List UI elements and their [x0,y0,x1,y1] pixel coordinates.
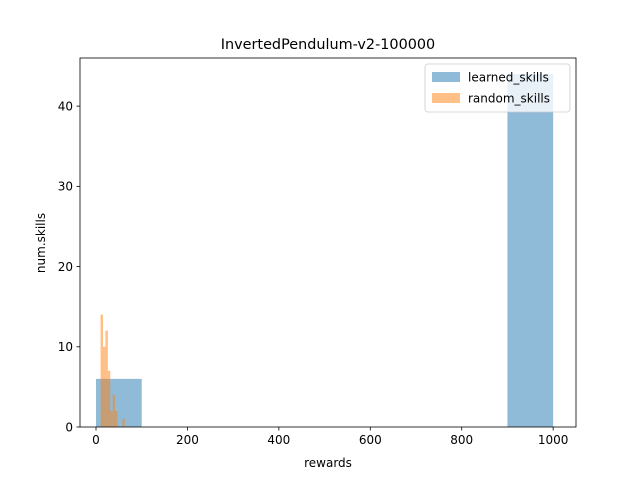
y-tick-label: 40 [58,99,73,113]
histogram-bar-random_skills-1 [102,346,106,427]
legend-label-learned_skills: learned_skills [468,71,549,85]
y-tick-label: 30 [58,180,73,194]
histogram-bar-random_skills-5 [112,394,116,427]
histogram-bar-learned_skills-1 [507,74,554,427]
y-tick-label: 20 [58,260,73,274]
x-tick-label: 600 [359,433,382,447]
legend-label-random_skills: random_skills [468,92,550,106]
y-tick-label: 10 [58,340,73,354]
legend: learned_skills random_skills [424,63,571,113]
x-tick-label: 800 [450,433,473,447]
histogram-bar-random_skills-3 [107,370,111,427]
chart-title: InvertedPendulum-v2-100000 [221,37,435,53]
axes-frame [79,57,577,428]
legend-swatch-random_skills [432,93,460,103]
legend-box [424,63,571,113]
x-tick-label: 200 [176,433,199,447]
x-axis-label: rewards [304,456,352,470]
y-axis-label: num.skills [34,213,48,273]
x-tick-label: 0 [92,433,100,447]
histogram-bar-random_skills-0 [100,314,103,427]
x-tick-label: 1000 [538,433,569,447]
x-tick-label: 400 [267,433,290,447]
histogram-bar-random_skills-9 [122,418,125,427]
y-tick-label: 0 [65,420,73,434]
axes: 0 200 400 600 800 1000 0 10 20 30 40 [58,57,577,447]
legend-swatch-learned_skills [432,72,460,82]
plot-area [96,74,554,427]
histogram-bar-random_skills-2 [105,330,108,427]
histogram-bar-random_skills-6 [115,410,118,427]
histogram-bar-random_skills-4 [110,410,113,427]
